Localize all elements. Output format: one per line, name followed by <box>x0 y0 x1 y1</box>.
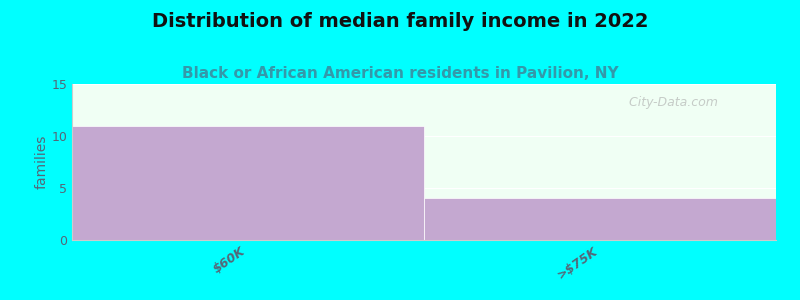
Text: Distribution of median family income in 2022: Distribution of median family income in … <box>152 12 648 31</box>
Y-axis label: families: families <box>34 135 49 189</box>
Text: City-Data.com: City-Data.com <box>621 96 718 109</box>
Bar <box>72 126 424 240</box>
Bar <box>424 198 776 240</box>
Text: Black or African American residents in Pavilion, NY: Black or African American residents in P… <box>182 66 618 81</box>
